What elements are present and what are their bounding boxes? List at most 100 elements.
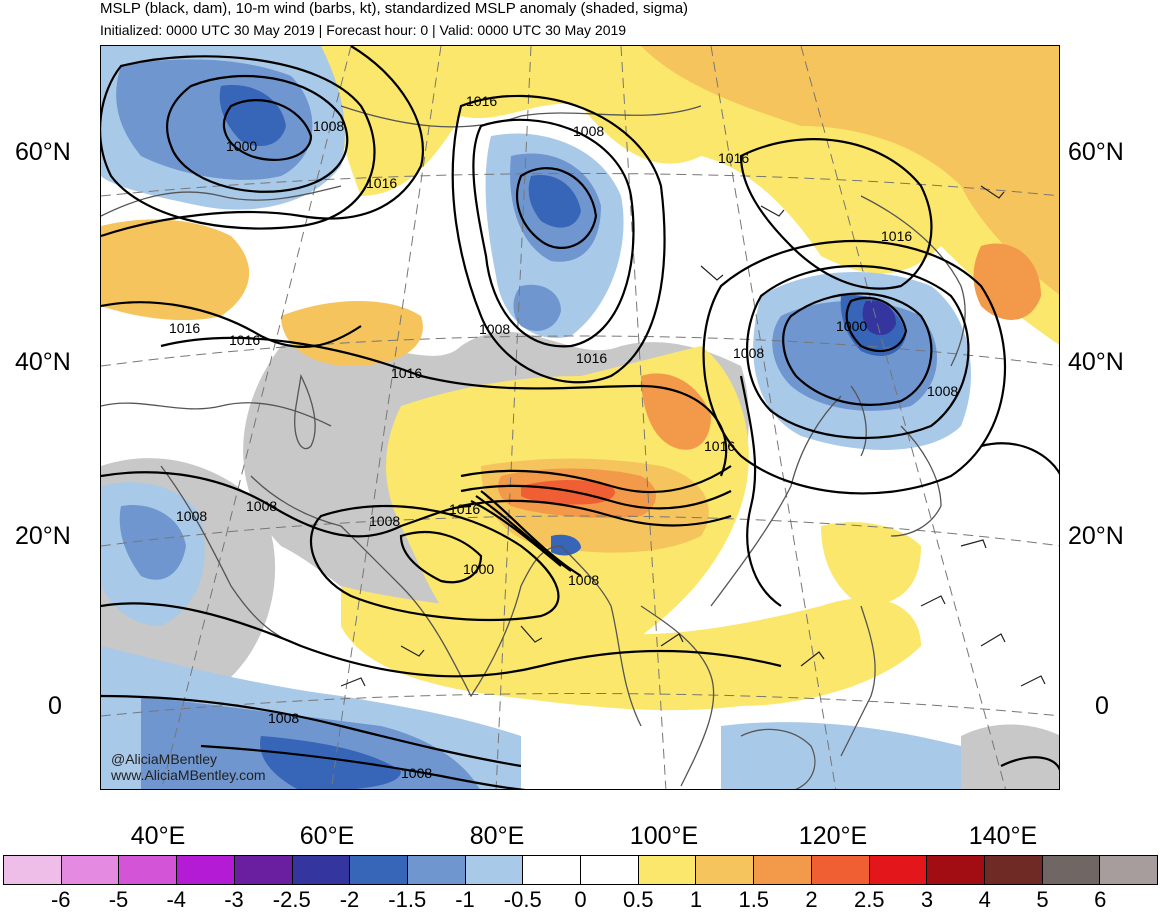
isobar-pacific-low [1000,756,1059,771]
shade-darkblue-indian-ocean [260,736,401,789]
wind-barb [1020,675,1046,687]
isobars [101,46,1059,789]
graticule-lon-140e [800,46,1006,789]
isobar-label: 1016 [449,501,480,517]
colorbar-swatch [696,856,755,884]
isobar-label: 1016 [169,320,200,336]
lat-label-60n-right: 60°N [1068,138,1124,166]
isobar-label: 1016 [391,365,422,381]
shade-blue-bay-bengal [551,534,581,556]
lon-label-100e: 100°E [629,822,699,850]
map-canvas: 1016 1008 1000 1008 1016 1016 1008 1016 … [101,46,1059,789]
shade-gray-southeast [961,724,1059,789]
isobar-siberia-inner [516,167,598,249]
colorbar-tick-label: -3 [224,887,244,912]
isobar-label: 1008 [246,498,277,514]
lat-label-20n-left: 20°N [15,522,71,550]
colorbar-swatch [1042,856,1101,884]
isobar-label: 1000 [836,318,867,334]
wind-barb [980,185,1005,199]
coast-southeast-asia [640,605,715,787]
colorbar-swatch [869,856,928,884]
isobar-nw-low-inner [222,99,313,161]
graticule-lat-20n [101,515,1059,547]
colorbar-tick-label: -0.5 [503,887,542,912]
shade-lightblue-se [721,722,961,789]
colorbar-tick-label: -4 [166,887,187,912]
isobar-label: 1008 [268,710,299,726]
coastlines [101,105,966,789]
colorbar-tick-label: 1 [689,887,703,912]
isobar-east-1016 [739,138,933,290]
chart-subtitle: Initialized: 0000 UTC 30 May 2019 | Fore… [100,22,627,38]
isobar-label: 1016 [466,93,497,109]
lat-label-0-right: 0 [1095,692,1109,720]
colorbar-swatch [638,856,697,884]
isobar-label: 1000 [463,561,494,577]
isobar-manchuria-1008 [746,265,970,440]
isobar-labels: 1016 1008 1000 1008 1016 1016 1008 1016 … [169,93,958,781]
wind-barb [960,539,987,549]
isobar-west-1016 [101,301,362,348]
isobar-nw-low-1000 [166,74,349,193]
map-panel: 1016 1008 1000 1008 1016 1016 1008 1016 … [100,45,1060,790]
isobar-label: 1016 [229,332,260,348]
isobar-equatorial [200,744,526,789]
isobar-label: 1016 [718,150,749,166]
colorbar-swatch [407,856,466,884]
lon-label-120e: 120°E [798,822,868,850]
shade-red-tibet [521,480,615,505]
colorbar-swatch [61,856,120,884]
colorbar-tick-label: -1.5 [388,887,427,912]
wind-barb [800,651,825,667]
colorbar-swatch [1100,856,1158,884]
colorbar-swatch [754,856,812,884]
isobar-east-china-1008 [739,375,782,607]
graticule-lon-80e [495,46,532,789]
isobar-label: 1008 [401,765,432,781]
isobar-tibet-1016a [460,465,732,494]
shade-orange-west [101,219,250,321]
shade-orange-mid [281,301,423,366]
lon-label-60e: 60°E [299,822,355,850]
coast-japan [890,425,942,537]
colorbar-swatch [984,856,1043,884]
wind-barb [700,265,724,281]
isobar-label: 1008 [176,508,207,524]
lat-label-20n-right: 20°N [1068,522,1124,550]
isobar-label: 1016 [576,350,607,366]
colorbar-swatch [927,856,985,884]
shade-blue-nw [116,59,313,180]
colorbar-tick-label: -6 [50,887,71,912]
colorbar [3,855,1158,885]
coast-caspian [294,373,316,450]
isobar-label: 1008 [568,572,599,588]
colorbar-tick-label: 2.5 [853,887,885,912]
coast-philippines [840,605,876,757]
lon-label-140e: 140°E [968,822,1038,850]
isobar-himalaya-b [475,495,572,572]
isobar-label: 1000 [226,138,257,154]
wind-barb [980,633,1006,647]
colorbar-tick-label: -5 [108,887,129,912]
shade-blue-siberia-lower [513,284,561,331]
anomaly-shading [101,46,1059,789]
coast-borneo [740,728,816,789]
isobar-siberia-1008 [472,118,635,348]
coast-bay-bengal [560,545,642,727]
coast-arabia-red-sea [160,465,302,647]
wind-barb [340,677,366,687]
colorbar-swatch [177,856,235,884]
graticule-lon-120e [710,46,837,789]
isobar-siberia-1016 [451,94,666,384]
colorbar-tick-label: 3 [920,887,934,912]
shade-orange2-center [641,373,711,450]
shade-orange-north [641,46,1059,295]
wind-barbs [340,185,1046,687]
lat-label-60n-left: 60°N [15,138,71,166]
isobar-himalaya-a [470,500,562,567]
credit-site: www.AliciaMBentley.com [111,767,266,783]
shade-yellow-east [821,522,921,606]
colorbar-swatch [292,856,351,884]
isobar-label: 1008 [479,321,510,337]
